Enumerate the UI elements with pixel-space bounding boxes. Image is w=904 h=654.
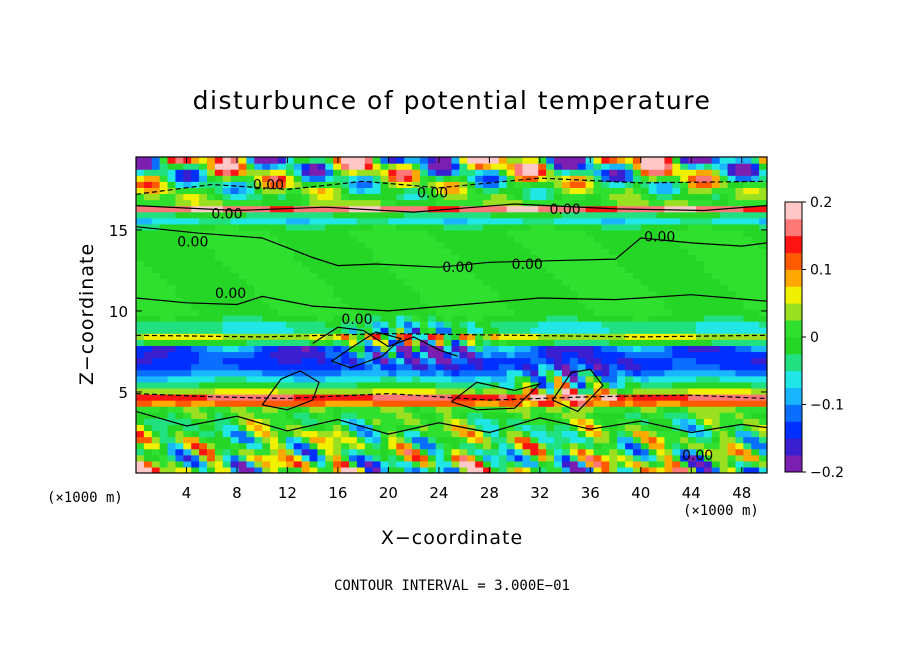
colorbar-swatch xyxy=(785,438,802,456)
x-unit-right: (×1000 m) xyxy=(683,503,759,519)
contour-label: 0.00 xyxy=(682,448,713,464)
contour-labels: 0.000.000.000.000.000.000.000.000.000.00… xyxy=(177,178,713,465)
x-tick-label: 48 xyxy=(732,484,751,502)
x-tick-label: 12 xyxy=(278,484,297,502)
plot-frame xyxy=(135,156,768,474)
y-axis-label: Z−coordinate xyxy=(76,242,98,386)
y-tick-label: 5 xyxy=(118,384,128,402)
x-tick-label: 32 xyxy=(530,484,549,502)
colorbar-swatch xyxy=(785,455,802,473)
contour-label: 0.00 xyxy=(177,234,208,250)
contour-interval-note: CONTOUR INTERVAL = 3.000E−01 xyxy=(333,578,570,594)
colorbar: 0.2 0.1 0 −0.1 −0.2 xyxy=(784,195,844,481)
colorbar-tick-label: 0.1 xyxy=(810,263,832,279)
x-tick-label: 8 xyxy=(232,484,242,502)
y-tick-label: 10 xyxy=(109,303,128,321)
contour-label: 0.00 xyxy=(512,257,543,273)
colorbar-swatch xyxy=(785,303,802,321)
x-axis-ticks: 4 8 12 16 20 24 28 32 36 40 44 48 xyxy=(182,157,751,502)
x-tick-label: 20 xyxy=(379,484,398,502)
colorbar-swatch xyxy=(785,269,802,287)
contour-label: 0.00 xyxy=(442,260,473,276)
heatmap-field xyxy=(136,157,767,473)
x-axis-label: X−coordinate xyxy=(380,527,524,549)
contour-label: 0.00 xyxy=(211,207,242,223)
colorbar-swatch xyxy=(785,404,802,422)
contour-label: 0.00 xyxy=(550,202,581,218)
x-tick-label: 44 xyxy=(682,484,701,502)
x-tick-label: 28 xyxy=(480,484,499,502)
x-tick-label: 36 xyxy=(581,484,600,502)
contour-label: 0.00 xyxy=(644,229,675,245)
colorbar-swatch xyxy=(785,421,802,439)
colorbar-swatch xyxy=(785,252,802,270)
contour-lines xyxy=(136,177,767,435)
colorbar-swatch xyxy=(785,286,802,304)
contour-label: 0.00 xyxy=(215,286,246,302)
colorbar-swatch xyxy=(785,218,802,237)
contour-label: 0.00 xyxy=(253,178,284,194)
colorbar-tick-label: −0.2 xyxy=(810,465,844,481)
contour-label: 0.00 xyxy=(341,312,372,328)
x-unit-left: (×1000 m) xyxy=(47,490,123,506)
colorbar-tick-label: −0.1 xyxy=(810,398,844,414)
colorbar-swatch xyxy=(785,202,802,220)
colorbar-swatch xyxy=(785,370,802,389)
y-tick-label: 15 xyxy=(109,222,128,240)
x-tick-label: 4 xyxy=(182,484,192,502)
colorbar-swatch xyxy=(785,387,802,405)
x-tick-label: 24 xyxy=(429,484,448,502)
colorbar-swatch xyxy=(785,337,802,355)
x-tick-label: 40 xyxy=(631,484,650,502)
colorbar-swatch xyxy=(785,320,802,338)
contour-label: 0.00 xyxy=(417,186,448,202)
y-axis-ticks: 5 10 15 xyxy=(109,222,767,402)
colorbar-swatch xyxy=(785,353,802,372)
colorbar-tick-label: 0 xyxy=(810,330,819,346)
colorbar-swatch xyxy=(785,235,802,254)
chart-title: disturbunce of potential temperature xyxy=(192,86,712,115)
colorbar-tick-label: 0.2 xyxy=(810,195,832,211)
x-tick-label: 16 xyxy=(328,484,347,502)
